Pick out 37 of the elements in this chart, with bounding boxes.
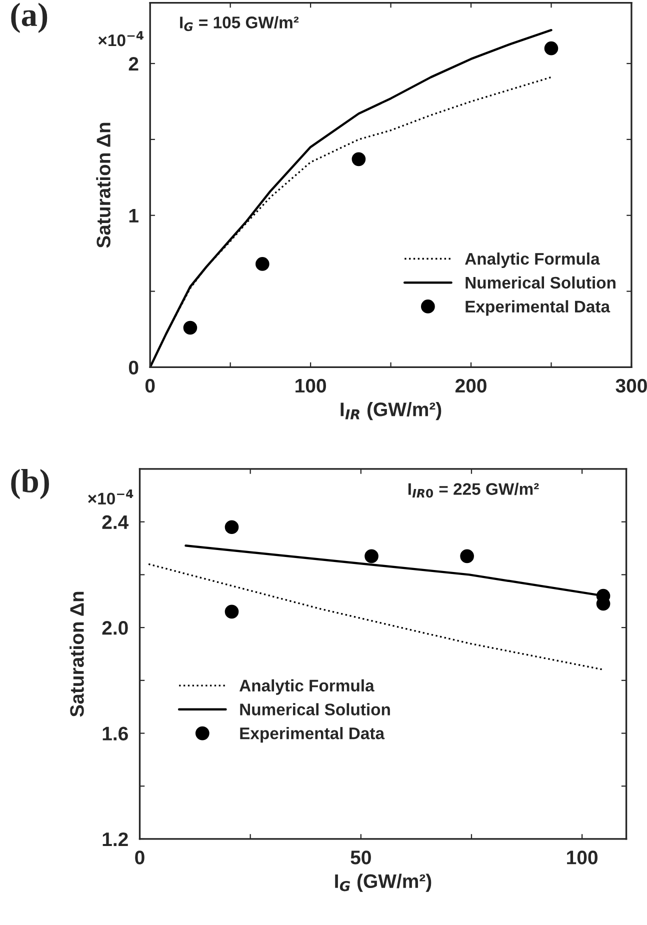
x-tick-label: 50: [350, 850, 371, 864]
point: [183, 320, 198, 335]
point: [364, 549, 378, 564]
y-tick-label: 1.2: [102, 832, 128, 846]
point: [352, 152, 366, 166]
chart-title: (a): [11, 2, 48, 34]
y-tick-label: 2.0: [102, 621, 128, 635]
x-tick-label: 0: [145, 378, 155, 393]
point: [224, 520, 239, 534]
annotation: I$_{IR0}$ = 225 GW/m²: [408, 482, 539, 498]
legend-label: Experimental Data: [240, 727, 385, 743]
x-tick-label: 100: [296, 378, 326, 393]
x-tick-label: 200: [455, 378, 486, 393]
x-axis-title: I$_{IR}$ (GW/m²): [340, 402, 442, 420]
point: [224, 604, 239, 619]
y-axis-title: Saturation Δn: [96, 122, 110, 248]
legend-label: Experimental Data: [466, 300, 610, 316]
point: [256, 257, 270, 271]
y-tick-label: 1.6: [102, 726, 128, 740]
y-tick-label: 0: [128, 360, 138, 374]
y-tick-label: 2.4: [102, 515, 129, 529]
y-tick-label: 1: [129, 209, 138, 222]
x-axis-title: I$_{G}$ (GW/m²): [335, 874, 432, 892]
x-tick-label: 100: [567, 850, 598, 864]
point: [544, 41, 558, 56]
chart-title: (b): [11, 468, 49, 500]
text: ×10$^{−4}$: [88, 489, 134, 505]
legend-label: Analytic Formula: [465, 252, 600, 268]
y-tick-label: 2: [128, 56, 138, 71]
text: ×10$^{−4}$: [98, 31, 144, 46]
y-axis-title: Saturation Δn: [70, 592, 84, 717]
x-tick-label: 300: [616, 378, 647, 393]
legend-label: Numerical Solution: [240, 703, 390, 716]
legend-label: Numerical Solution: [466, 276, 616, 289]
legend-label: Analytic Formula: [239, 679, 374, 695]
annotation: I$_{G}$ = 105 GW/m²: [180, 16, 299, 32]
point: [460, 549, 474, 564]
